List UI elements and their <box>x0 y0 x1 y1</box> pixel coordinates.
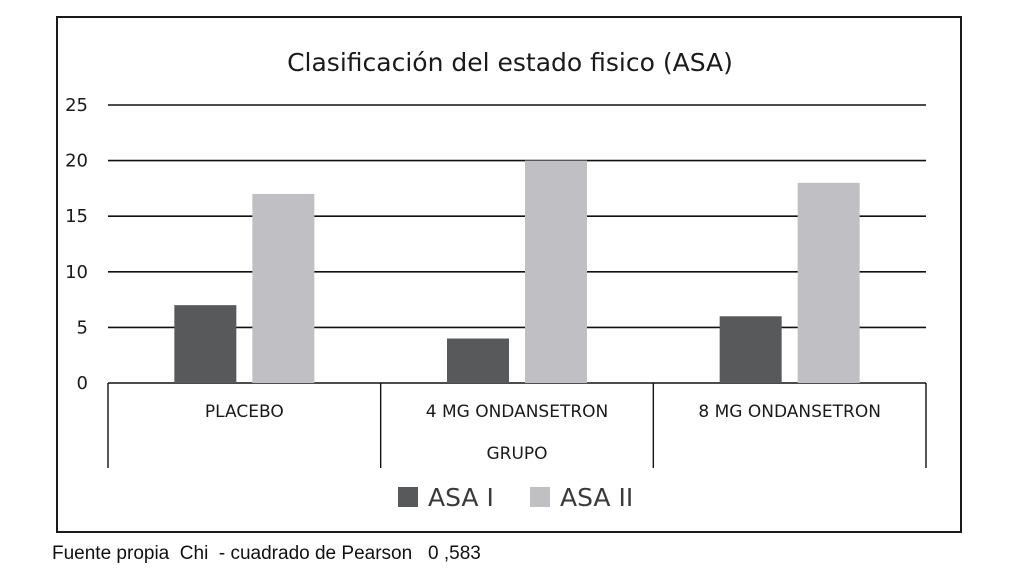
bar-asa-i <box>719 316 782 383</box>
y-tick-label: 25 <box>65 95 88 116</box>
legend-swatch <box>530 487 550 507</box>
x-axis-title: GRUPO <box>486 444 547 464</box>
legend-swatch <box>398 487 418 507</box>
bar-asa-i <box>174 305 237 383</box>
legend-label: ASA I <box>428 483 494 512</box>
bar-asa-i <box>447 338 509 383</box>
bar-asa-ii <box>797 182 860 383</box>
legend-label: ASA II <box>560 483 633 512</box>
chart-frame <box>56 16 962 533</box>
x-tick-label: PLACEBO <box>205 402 284 422</box>
y-tick-label: 15 <box>65 206 88 227</box>
y-tick-label: 5 <box>77 317 88 338</box>
y-tick-label: 20 <box>65 151 88 172</box>
footer-note: Fuente propia Chi - cuadrado de Pearson … <box>52 543 481 564</box>
bar-asa-ii <box>525 160 587 383</box>
chart-title: Clasificación del estado fisico (ASA) <box>287 48 733 77</box>
y-tick-label: 0 <box>77 373 88 394</box>
y-tick-label: 10 <box>65 262 88 283</box>
x-tick-label: 4 MG ONDANSETRON <box>426 402 609 422</box>
bar-asa-ii <box>252 193 315 383</box>
x-tick-label: 8 MG ONDANSETRON <box>698 402 881 422</box>
